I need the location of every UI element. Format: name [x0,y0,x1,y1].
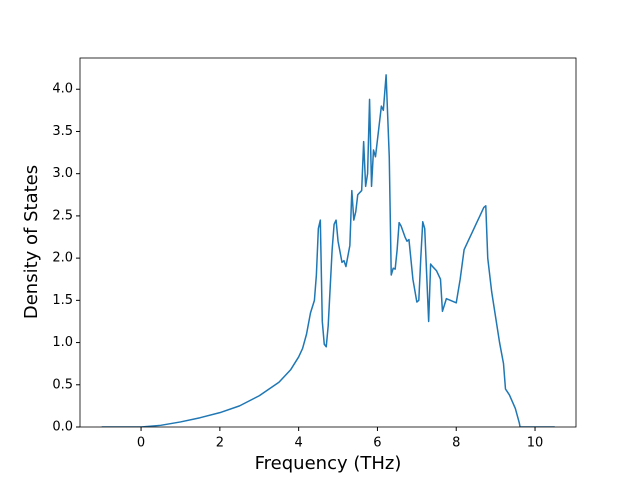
x-tick-label: 10 [527,436,544,451]
y-tick-label: 1.0 [52,335,73,350]
x-axis-label: Frequency (THz) [255,453,402,474]
data-line [101,74,555,427]
y-tick-label: 1.5 [52,293,73,308]
x-tick-label: 6 [373,436,381,451]
y-tick-label: 4.0 [52,82,73,97]
y-tick-label: 2.5 [52,208,73,223]
plot-frame [79,57,577,428]
x-tick-label: 0 [137,436,145,451]
x-tick-label: 8 [452,436,460,451]
y-axis-label: Density of States [21,165,42,319]
x-tick-label: 4 [295,436,303,451]
y-tick-label: 2.0 [52,251,73,266]
y-tick-label: 3.0 [52,166,73,181]
y-tick-label: 0.5 [52,377,73,392]
y-tick-label: 0.0 [52,420,73,435]
x-tick-label: 2 [216,436,224,451]
y-tick-label: 3.5 [52,124,73,139]
